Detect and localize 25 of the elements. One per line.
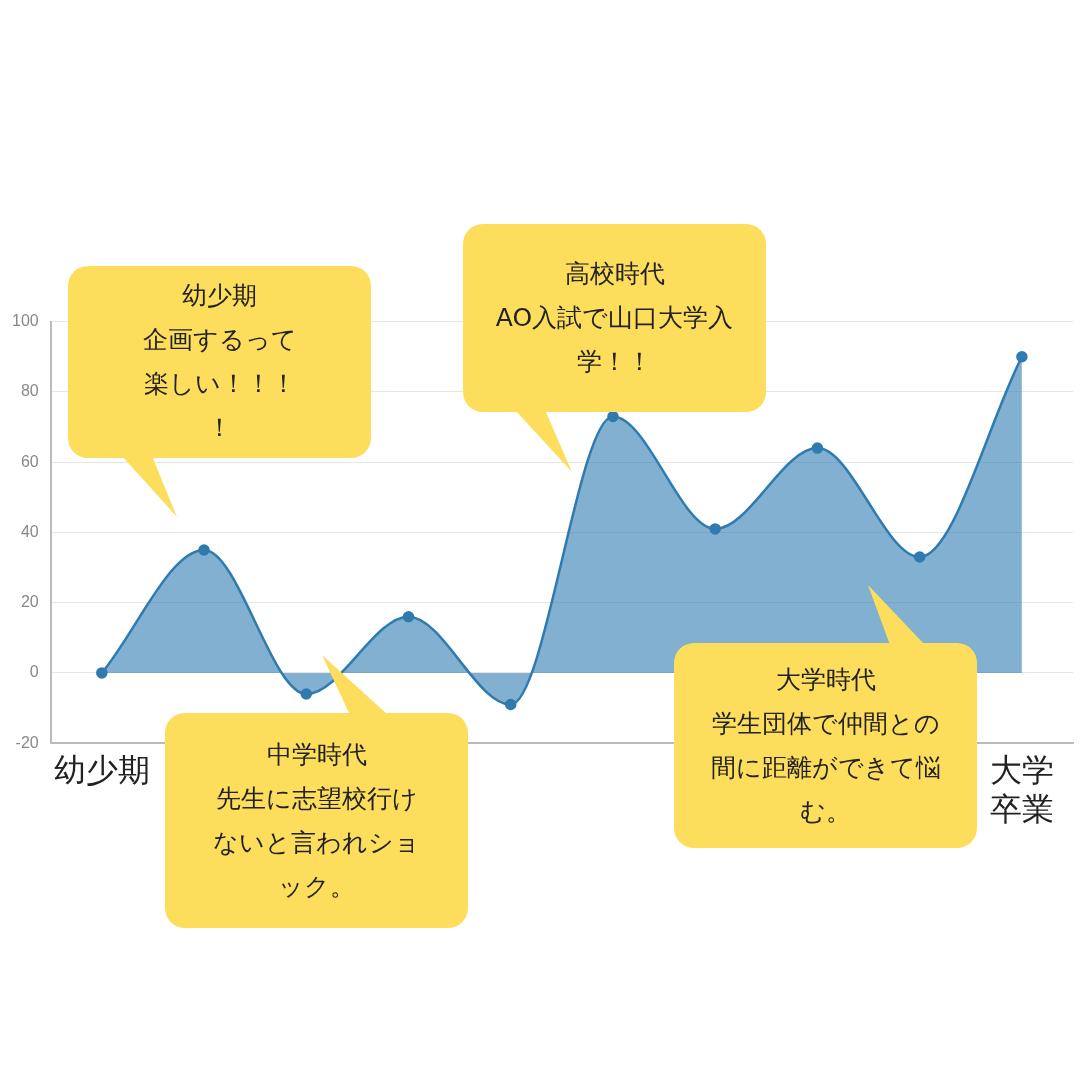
annotation: 大学時代 <box>775 663 876 696</box>
annotation: AO入試で山口大学入学！！ <box>494 302 735 378</box>
point <box>300 688 313 700</box>
y-tick-label: 100 <box>11 312 39 330</box>
y-tick-label: 60 <box>20 452 39 470</box>
point <box>811 442 824 454</box>
y-tick-label: 0 <box>29 663 39 681</box>
point <box>913 551 926 563</box>
y-tick-label: 20 <box>20 593 39 611</box>
y-tick-label: 40 <box>20 522 39 540</box>
y-tick-label: -20 <box>15 733 39 751</box>
y-tick-label: 80 <box>20 382 39 400</box>
text: 高校時代 <box>564 258 665 290</box>
text: 先生に志望校行けないと言われショック。 <box>212 782 421 903</box>
point <box>709 523 721 535</box>
point <box>1016 350 1028 363</box>
point <box>504 698 517 711</box>
point <box>198 544 210 556</box>
annotation: 中学時代 <box>266 738 367 771</box>
point <box>402 610 415 623</box>
point <box>96 667 108 679</box>
text: 幼少期 <box>182 280 257 312</box>
annotation: 学生団体で仲間との間に距離ができて悩む。 <box>709 707 942 828</box>
annotation: 企画するって楽しい！！！！ <box>141 324 298 444</box>
x-tick-label: 大学卒業 <box>989 752 1054 827</box>
